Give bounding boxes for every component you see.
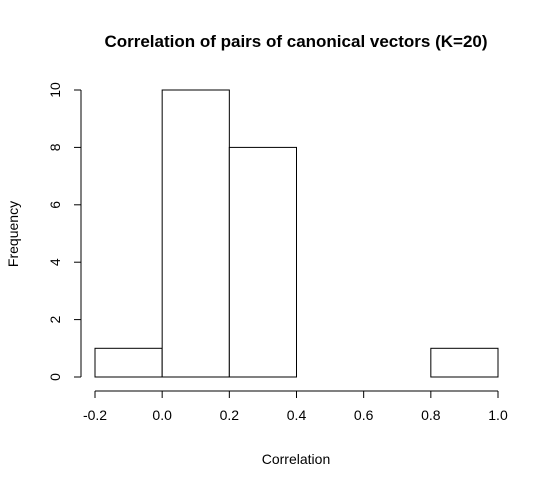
x-tick-label-4: 0.6 — [354, 407, 374, 423]
y-tick-label-2: 4 — [47, 258, 63, 266]
chart-title: Correlation of pairs of canonical vector… — [104, 32, 487, 51]
histogram-bar-0 — [94, 347, 163, 378]
histogram-bar-1 — [161, 89, 230, 378]
x-tick-label-2: 0.2 — [220, 407, 240, 423]
y-tick-label-3: 6 — [47, 201, 63, 209]
bars-group — [94, 89, 499, 378]
x-tick-label-5: 0.8 — [421, 407, 441, 423]
y-tick-label-1: 2 — [47, 315, 63, 323]
y-axis-label: Frequency — [5, 201, 21, 267]
histogram-bar-5 — [430, 347, 499, 378]
y-tick-label-5: 10 — [47, 82, 63, 98]
y-axis-ticks: 0 2 4 6 8 10 — [47, 82, 81, 381]
x-axis-label: Correlation — [262, 451, 330, 467]
x-tick-label-3: 0.4 — [287, 407, 307, 423]
x-tick-label-0: -0.2 — [83, 407, 107, 423]
y-tick-label-0: 0 — [47, 373, 63, 381]
x-tick-label-1: 0.0 — [152, 407, 172, 423]
y-tick-label-4: 8 — [47, 143, 63, 151]
histogram-bar-2 — [228, 146, 297, 378]
x-tick-label-6: 1.0 — [488, 407, 508, 423]
x-axis-ticks: -0.2 0.0 0.2 0.4 0.6 0.8 1.0 — [83, 391, 508, 423]
